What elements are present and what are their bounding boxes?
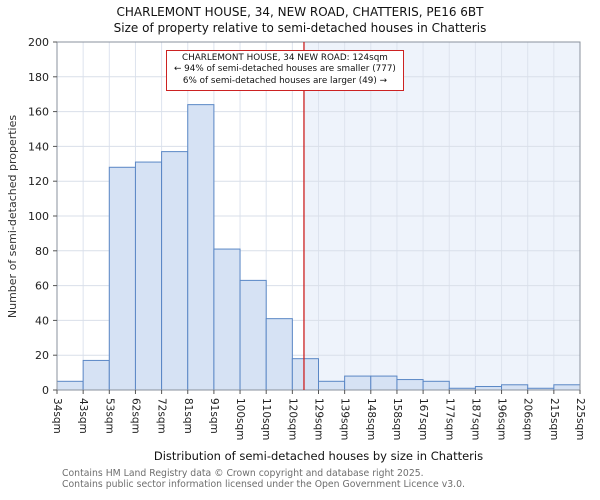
x-tick-label: 225sqm	[574, 398, 586, 440]
x-tick-label: 72sqm	[156, 398, 168, 434]
histogram-bar	[370, 375, 398, 391]
x-tick-label: 187sqm	[469, 398, 481, 440]
y-tick-label: 60	[35, 280, 49, 293]
x-tick-label: 129sqm	[313, 398, 325, 440]
y-tick-label: 0	[42, 384, 49, 397]
attribution-line-1: Contains HM Land Registry data © Crown c…	[62, 468, 424, 479]
chart-title: CHARLEMONT HOUSE, 34, NEW ROAD, CHATTERI…	[116, 5, 484, 19]
histogram-bar	[422, 380, 450, 391]
x-tick-label: 100sqm	[234, 398, 246, 440]
x-tick-label: 91sqm	[208, 398, 220, 434]
histogram-bar	[553, 384, 581, 391]
x-tick-label: 34sqm	[51, 398, 63, 434]
histogram-bar	[501, 384, 529, 391]
y-tick-label: 120	[28, 175, 49, 188]
y-tick-label: 20	[35, 349, 49, 362]
histogram-bar	[344, 375, 372, 391]
x-tick-label: 81sqm	[182, 398, 194, 434]
y-tick-label: 180	[28, 71, 49, 84]
annotation-line-2: ← 94% of semi-detached houses are smalle…	[174, 64, 396, 75]
x-tick-label: 158sqm	[391, 398, 403, 440]
histogram-bar	[318, 380, 346, 391]
histogram-bar	[474, 386, 503, 391]
histogram-bar	[213, 248, 241, 391]
histogram-bar	[265, 318, 293, 391]
y-axis-title-wrap: Number of semi-detached properties	[2, 42, 24, 390]
histogram-bar	[239, 279, 267, 391]
x-tick-label: 110sqm	[260, 398, 272, 440]
y-tick-label: 140	[28, 140, 49, 153]
chart-subtitle: Size of property relative to semi-detach…	[113, 21, 487, 35]
x-tick-label: 167sqm	[417, 398, 429, 440]
x-tick-label: 148sqm	[365, 398, 377, 440]
y-tick-label: 200	[28, 36, 49, 49]
property-annotation-box: CHARLEMONT HOUSE, 34 NEW ROAD: 124sqm ← …	[166, 50, 404, 92]
y-tick-label: 160	[28, 106, 49, 119]
x-tick-label: 53sqm	[103, 398, 115, 434]
x-tick-label: 196sqm	[496, 398, 508, 440]
y-axis-title: Number of semi-detached properties	[6, 114, 20, 318]
x-tick-label: 43sqm	[77, 398, 89, 434]
histogram-bar	[134, 161, 163, 391]
x-tick-label: 215sqm	[548, 398, 560, 440]
histogram-bar	[187, 104, 215, 391]
y-tick-label: 100	[28, 210, 49, 223]
x-tick-label: 139sqm	[339, 398, 351, 440]
x-tick-label: 177sqm	[443, 398, 455, 440]
x-tick-label: 206sqm	[522, 398, 534, 440]
histogram-bar	[56, 380, 84, 391]
histogram-bar	[396, 379, 424, 391]
attribution-line-2: Contains public sector information licen…	[62, 478, 465, 490]
annotation-line-3: 6% of semi-detached houses are larger (4…	[182, 75, 387, 86]
attribution-footer: Contains HM Land Registry data © Crown c…	[62, 468, 465, 491]
annotation-line-1: CHARLEMONT HOUSE, 34 NEW ROAD: 124sqm	[181, 53, 388, 63]
y-tick-label: 40	[35, 314, 49, 327]
x-axis-title: Distribution of semi-detached houses by …	[153, 449, 484, 463]
x-tick-label: 62sqm	[129, 398, 141, 434]
histogram-bar	[82, 359, 110, 391]
x-tick-label: 120sqm	[286, 398, 298, 440]
histogram-bar	[161, 151, 189, 391]
histogram-bar	[291, 358, 320, 391]
y-tick-label: 80	[35, 245, 49, 258]
histogram-bar	[108, 166, 136, 391]
